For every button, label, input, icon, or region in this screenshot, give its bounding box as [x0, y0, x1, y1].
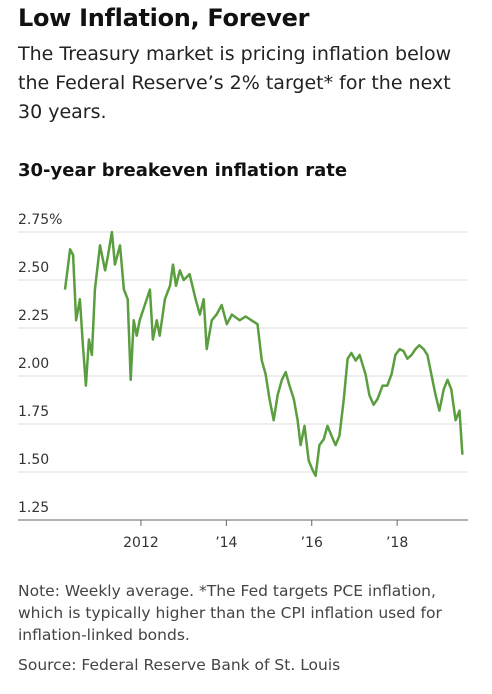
- x-tick-label: 2012: [123, 535, 159, 551]
- title: Low Inflation, Forever: [18, 4, 310, 32]
- note: Note: Weekly average. *The Fed targets P…: [18, 582, 442, 644]
- data-line: [63, 230, 464, 478]
- y-tick-label: 2.75%: [18, 212, 62, 228]
- subtitle: The Treasury market is pricing inflation…: [18, 43, 452, 123]
- y-tick-label: 2.50: [18, 260, 49, 276]
- source: Source: Federal Reserve Bank of St. Loui…: [18, 656, 341, 674]
- y-tick-label: 1.75: [18, 404, 49, 420]
- y-tick-label: 2.25: [18, 308, 49, 324]
- y-tick-label: 2.00: [18, 356, 49, 372]
- x-tick-label: ’14: [215, 535, 237, 551]
- x-tick-label: ’18: [386, 535, 408, 551]
- y-tick-label: 1.50: [18, 452, 49, 468]
- x-tick-label: ’16: [301, 535, 323, 551]
- y-tick-label: 1.25: [18, 500, 49, 516]
- chart-title: 30-year breakeven inflation rate: [18, 160, 348, 181]
